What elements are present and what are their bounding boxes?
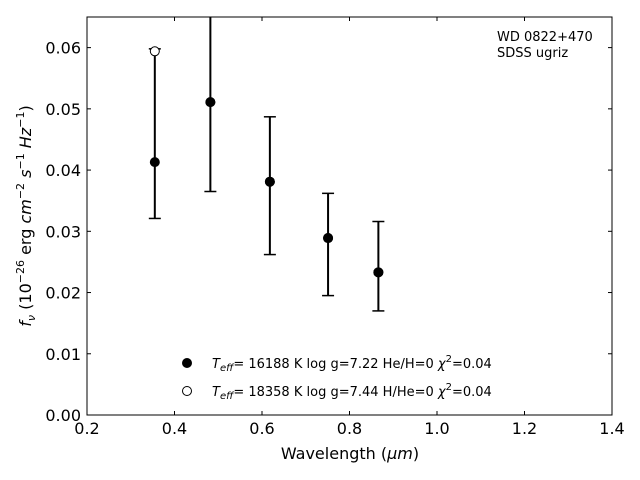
axis-ticks: 0.2 0.4 0.6 0.8 1.0 1.2 1.4 0.00 0.01 0.02 0.03 0.0… (45, 17, 625, 438)
x-tick-label: 1.4 (599, 419, 624, 438)
y-axis-label: fν (10−26 erg cm−2 s−1 Hz−1) (14, 105, 38, 326)
y-label-part: −1 (14, 112, 27, 128)
x-tick-label: 1.2 (512, 419, 537, 438)
legend-text-part: T (212, 385, 221, 400)
model-point-filled (205, 97, 216, 108)
legend-text-part: 2 (446, 382, 452, 393)
data-points (149, 46, 384, 278)
legend-marker (182, 386, 192, 396)
model-point-filled (149, 157, 160, 168)
legend-text-part: = 18358 K log g=7.44 H/He=0 (233, 385, 438, 400)
legend-text-part: χ (437, 357, 447, 372)
plot-frame (86, 16, 613, 416)
y-label-part: −26 (14, 260, 27, 283)
y-tick-label: 0.06 (45, 39, 81, 58)
legend-text-part: χ (437, 385, 447, 400)
model-point-filled (323, 233, 334, 244)
model-point-open (149, 46, 160, 57)
legend-text-part: T (212, 357, 221, 372)
legend-text-part: eff (220, 391, 235, 402)
legend: Teff= 16188 K log g=7.22 He/H=0 χ2=0.04T… (182, 354, 492, 402)
error-bars (148, 17, 385, 312)
legend-marker (182, 358, 192, 368)
legend-text-part: eff (220, 363, 235, 374)
annotation-line-2: SDSS ugriz (497, 46, 568, 61)
x-tick-label: 0.6 (249, 419, 274, 438)
x-tick-label: 1.0 (424, 419, 449, 438)
y-tick-label: 0.05 (45, 100, 81, 119)
x-tick-label: 0.8 (337, 419, 362, 438)
x-tick-label: 0.2 (74, 419, 99, 438)
y-label-part: erg (16, 224, 35, 260)
legend-text-part: 2 (446, 354, 452, 365)
y-label-part: −1 (14, 153, 27, 169)
legend-label: Teff= 16188 K log g=7.22 He/H=0 χ2=0.04 (212, 354, 492, 374)
legend-text-part: =0.04 (452, 357, 492, 372)
y-tick-label: 0.02 (45, 284, 81, 303)
legend-text-part: = 16188 K log g=7.22 He/H=0 (233, 357, 438, 372)
legend-text-part: =0.04 (452, 385, 492, 400)
y-tick-label: 0.00 (45, 406, 81, 425)
y-tick-label: 0.04 (45, 161, 81, 180)
model-point-filled (373, 267, 384, 278)
legend-label: Teff= 18358 K log g=7.44 H/He=0 χ2=0.04 (212, 382, 492, 402)
chart-annotation: WD 0822+470 SDSS ugriz (497, 30, 593, 61)
y-label-part: −2 (14, 183, 27, 199)
y-tick-label: 0.03 (45, 222, 81, 241)
model-point-filled (264, 176, 275, 187)
y-label-part: ) (16, 105, 35, 111)
x-axis-label: Wavelength (μm) (281, 444, 419, 463)
y-tick-label: 0.01 (45, 345, 81, 364)
y-label-part: cm (16, 199, 35, 223)
annotation-line-1: WD 0822+470 (497, 30, 593, 45)
y-label-part: (10 (16, 283, 35, 315)
x-tick-label: 0.4 (162, 419, 187, 438)
y-label-part: s (16, 170, 35, 178)
y-label-part: Hz (16, 127, 35, 148)
